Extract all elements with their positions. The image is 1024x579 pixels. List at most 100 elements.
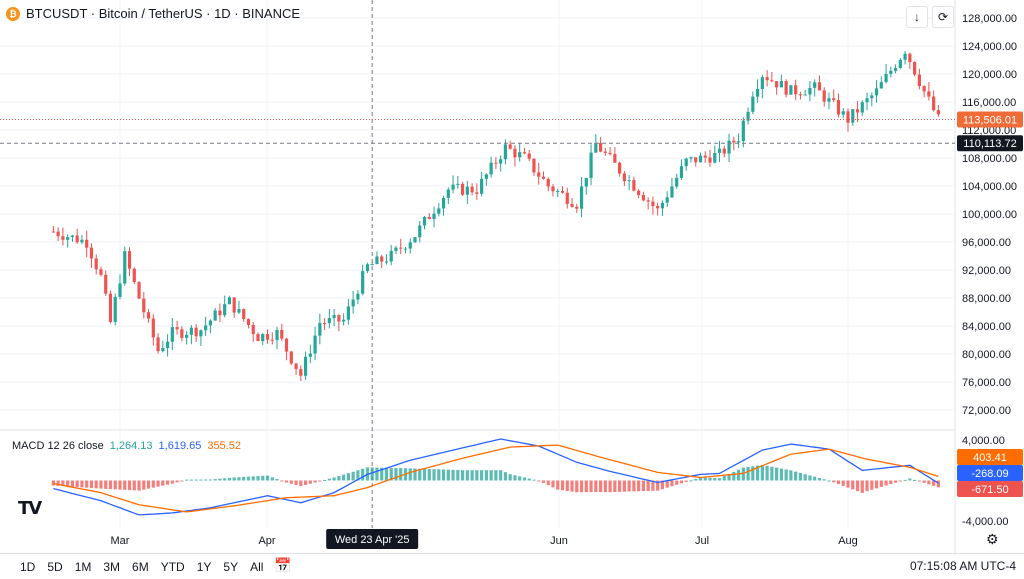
macd-hist-bar	[608, 480, 612, 493]
candle-body	[223, 304, 227, 316]
macd-hist-value: 1,264.13	[109, 440, 153, 452]
range-button-all[interactable]: All	[250, 559, 264, 574]
calendar-icon[interactable]: 📅	[274, 557, 292, 573]
macd-hist-bar	[113, 480, 117, 490]
macd-hist-bar	[689, 480, 693, 482]
macd-hist-bar	[784, 469, 788, 481]
signal-line	[53, 444, 939, 513]
candle-body	[470, 186, 474, 193]
candle-body	[242, 308, 246, 320]
candle-body	[522, 152, 527, 154]
macd-hist-bar	[713, 478, 717, 481]
macd-hist-bar	[898, 480, 902, 482]
arrow-down-icon[interactable]: ↓	[906, 6, 928, 28]
macd-signal-value: 355.52	[207, 440, 242, 452]
macd-hist-bar	[289, 480, 293, 484]
candle-body	[656, 206, 660, 209]
crosshair-price-badge-bg	[957, 135, 1023, 152]
range-button-6m[interactable]: 6M	[132, 559, 149, 574]
candle-body	[394, 247, 398, 251]
macd-hist-bar	[251, 476, 255, 481]
macd-hist-bar	[346, 473, 350, 481]
candle-body	[342, 319, 346, 322]
macd-hist-bar	[218, 478, 222, 481]
macd-line-value: 1,619.65	[158, 440, 202, 452]
macd-hist-bar	[936, 480, 941, 488]
macd-hist-bar	[836, 480, 841, 485]
candle-body	[142, 298, 146, 313]
macd-hist-bar	[870, 480, 874, 490]
range-button-ytd[interactable]: YTD	[160, 559, 185, 574]
range-button-5y[interactable]: 5Y	[223, 559, 239, 574]
macd-hist-bar	[494, 470, 498, 481]
candle-body	[337, 315, 341, 322]
macd-hist-bar	[451, 469, 455, 481]
candle-body	[527, 153, 531, 159]
macd-hist-bar	[213, 479, 217, 481]
macd-hist-bar	[123, 480, 127, 490]
bitcoin-icon: ₿	[6, 6, 20, 21]
candle-body	[480, 178, 484, 194]
candle-body	[808, 87, 812, 95]
macd-hist-bar	[641, 480, 645, 492]
macd-hist-bar	[846, 480, 850, 488]
range-button-3m[interactable]: 3M	[103, 559, 121, 574]
candle-body	[913, 62, 917, 75]
candle-body	[432, 213, 436, 219]
macd-hist-bar	[327, 478, 331, 481]
macd-hist-bar	[717, 478, 722, 481]
macd-hist-bar	[142, 480, 146, 490]
macd-hist-bar	[323, 479, 327, 481]
y-tick-label: 104,000.00	[962, 181, 1017, 193]
candle-body	[204, 325, 208, 331]
macd-hist-bar	[408, 468, 412, 481]
range-button-5d[interactable]: 5D	[47, 559, 63, 574]
gear-icon[interactable]: ⚙	[986, 531, 999, 547]
candle-body	[70, 235, 75, 238]
candle-body	[874, 88, 879, 96]
candle-body	[465, 186, 469, 195]
macd-hist-bar	[51, 480, 55, 486]
macd-hist-bar	[146, 480, 151, 489]
symbol-title: BTCUSDT · Bitcoin / TetherUS · 1D · BINA…	[26, 6, 301, 21]
macd-hist-bar	[246, 476, 251, 481]
macd-hist-bar	[903, 479, 907, 481]
x-tick-label: Apr	[258, 535, 275, 547]
range-button-1y[interactable]: 1Y	[196, 559, 212, 574]
macd-hist-bar	[746, 466, 750, 481]
candle-body	[598, 143, 603, 152]
macd-hist-bar	[570, 480, 574, 492]
candle-body	[722, 148, 726, 154]
macd-hist-bar	[313, 480, 317, 483]
candle-body	[632, 180, 636, 191]
candle-body	[775, 81, 779, 88]
candle-body	[898, 59, 902, 68]
candle-body	[670, 186, 674, 198]
macd-hist-bar	[61, 480, 65, 487]
candle-body	[375, 256, 379, 265]
candle-body	[389, 250, 393, 262]
macd-hist-bar	[456, 469, 460, 481]
macd-hist-bar	[770, 466, 774, 481]
macd-hist-bar	[803, 474, 807, 481]
macd-hist-bar	[732, 471, 736, 481]
chart-canvas[interactable]: 128,000.00 124,000.00 120,000.00 116,000.00…	[0, 0, 1024, 553]
macd-hist-bar	[541, 480, 546, 483]
y-tick-label: 76,000.00	[962, 377, 1011, 389]
macd-hist-bar	[156, 480, 160, 487]
macd-hist-bar	[137, 480, 141, 491]
macd-hist-bar	[794, 471, 798, 481]
candle-body	[889, 70, 893, 74]
macd-hist-bar	[375, 467, 379, 481]
range-button-1m[interactable]: 1M	[74, 559, 92, 574]
macd-hist-bar	[765, 465, 769, 481]
candle-body	[618, 162, 622, 174]
expand-icon[interactable]: ⟳	[932, 6, 954, 28]
macd-hist-bar	[261, 475, 265, 481]
x-tick-label: Jul	[695, 535, 709, 547]
macd-hist-bar	[256, 476, 260, 481]
candle-body	[651, 201, 655, 207]
range-button-1d[interactable]: 1D	[20, 559, 36, 574]
candle-body	[456, 183, 460, 185]
y-tick-label: 108,000.00	[962, 153, 1017, 165]
